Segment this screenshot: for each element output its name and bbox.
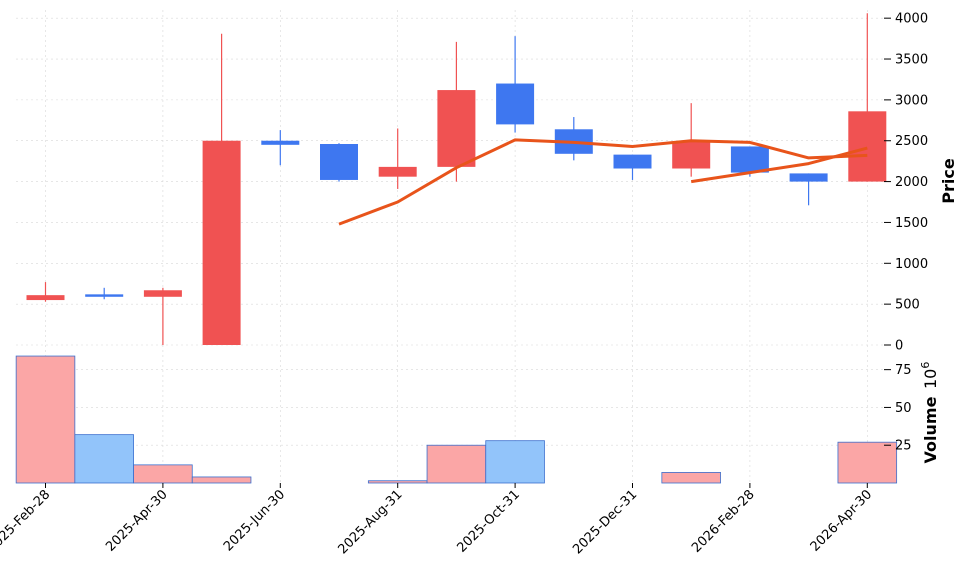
x-tick-label: 2025-Aug-31 — [335, 487, 405, 557]
volume-bar — [367, 480, 428, 484]
candle-body — [320, 144, 358, 180]
candle-body — [378, 166, 417, 177]
price-panel — [26, 13, 887, 345]
x-tick-label: 2026-Feb-28 — [689, 487, 758, 556]
volume-bar — [133, 464, 193, 484]
candle-body — [143, 290, 182, 297]
price-tick-label: 3000 — [895, 93, 928, 108]
x-tick-label: 2025-Oct-31 — [454, 487, 522, 555]
volume-bar — [837, 441, 898, 484]
x-tick-label: 2025-Jun-30 — [221, 487, 288, 554]
candle-body — [202, 140, 241, 345]
volume-tick-label: 25 — [895, 439, 912, 454]
moving-average-layer — [338, 138, 868, 226]
volume-bar — [191, 476, 252, 484]
price-axis-label: Price — [939, 158, 958, 204]
candle-body — [261, 140, 300, 145]
x-tick-label: 2025-Dec-31 — [570, 487, 640, 557]
x-tick-label: 2025-Apr-30 — [103, 487, 170, 554]
volume-scale-label: 106 — [919, 362, 940, 389]
grid-layer — [16, 10, 887, 483]
moving-average-line — [690, 146, 868, 184]
volume-bar — [485, 440, 545, 484]
price-tick-label: 0 — [895, 339, 903, 354]
volume-tick-label: 50 — [895, 401, 912, 416]
candle-body — [730, 146, 769, 173]
volume-bar — [661, 472, 721, 484]
price-tick-label: 500 — [895, 298, 920, 313]
volume-panel — [15, 355, 898, 484]
x-tick-label: 2025-Feb-28 — [0, 487, 53, 556]
price-tick-label: 2000 — [895, 175, 928, 190]
volume-bar — [74, 434, 134, 484]
volume-axis-label: Volume — [921, 396, 940, 463]
moving-average-line — [338, 138, 868, 226]
candle-body — [26, 295, 65, 301]
price-tick-label: 2500 — [895, 134, 928, 149]
candle-body — [85, 294, 124, 297]
price-tick-label: 1500 — [895, 216, 928, 231]
candle-body — [789, 173, 828, 182]
candle-body — [848, 111, 887, 182]
candle-body — [613, 154, 652, 169]
volume-bar — [426, 444, 487, 484]
candle-body — [672, 141, 711, 169]
x-tick-label: 2026-Apr-30 — [808, 487, 875, 554]
candle-body — [437, 90, 476, 167]
volume-tick-label: 75 — [895, 363, 912, 378]
price-tick-label: 3500 — [895, 53, 928, 68]
price-tick-label: 1000 — [895, 257, 928, 272]
volume-bar — [15, 355, 76, 484]
candle-body — [496, 83, 535, 125]
price-tick-label: 4000 — [895, 12, 928, 27]
